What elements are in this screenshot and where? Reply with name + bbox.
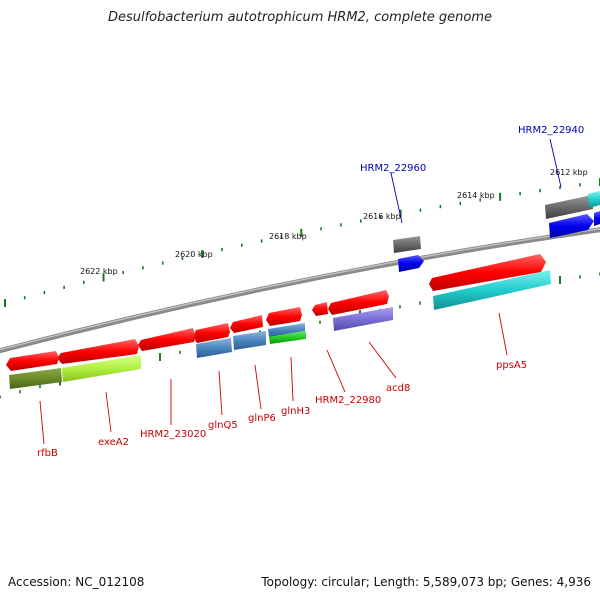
gene-HRM2_23020[interactable] <box>138 328 195 351</box>
leader-glnH3 <box>290 356 294 402</box>
leader-HRM2_22940 <box>549 138 562 188</box>
leader-acd8 <box>368 341 397 379</box>
kbp-label-2620: 2620 kbp <box>175 250 213 259</box>
gene-label-HRM2_22940[interactable]: HRM2_22940 <box>518 125 584 136</box>
genome-backbone <box>0 227 600 354</box>
topology-text: Topology: circular; Length: 5,589,073 bp… <box>261 575 591 589</box>
leader-glnP6 <box>254 364 262 410</box>
leader-HRM2_22980 <box>326 349 346 393</box>
gene-label-exeA2[interactable]: exeA2 <box>98 437 129 448</box>
accession-text: Accession: NC_012108 <box>8 575 145 589</box>
map-title: Desulfobacterium autotrophicum HRM2, com… <box>107 10 493 25</box>
gene-label-HRM2_22980[interactable]: HRM2_22980 <box>315 395 381 406</box>
gene-glnP6[interactable] <box>230 315 266 350</box>
gene-rfbB[interactable] <box>6 351 62 389</box>
gene-HRM2_22980[interactable] <box>312 302 328 316</box>
leader-glnQ5 <box>218 370 223 416</box>
leader-ppsA5 <box>498 312 508 356</box>
kbp-label-2612: 2612 kbp <box>550 168 588 177</box>
leader-exeA2 <box>105 391 112 433</box>
leader-HRM2_22960 <box>390 172 403 224</box>
gene-HRM2_22940[interactable] <box>545 191 600 238</box>
gene-exeA2[interactable] <box>57 339 141 382</box>
genome-backbone-highlight <box>0 228 600 351</box>
gene-acd8[interactable] <box>328 290 393 331</box>
gene-label-glnQ5[interactable]: glnQ5 <box>208 420 238 431</box>
kbp-label-2614: 2614 kbp <box>457 191 495 200</box>
gene-glnQ5[interactable] <box>193 323 232 358</box>
gene-label-HRM2_23020[interactable]: HRM2_23020 <box>140 429 206 440</box>
gene-glnH3[interactable] <box>266 307 306 344</box>
gene-label-HRM2_22960[interactable]: HRM2_22960 <box>360 163 426 174</box>
kbp-label-2618: 2618 kbp <box>269 232 307 241</box>
gene-HRM2_22960[interactable] <box>393 236 424 272</box>
gene-label-glnH3[interactable]: glnH3 <box>281 406 310 417</box>
gene-label-ppsA5[interactable]: ppsA5 <box>496 360 527 371</box>
gene-label-glnP6[interactable]: glnP6 <box>248 413 276 424</box>
kbp-label-2622: 2622 kbp <box>80 267 118 276</box>
gene-ppsA5[interactable] <box>429 254 551 310</box>
gene-label-rfbB[interactable]: rfbB <box>37 448 58 459</box>
gene-label-acd8[interactable]: acd8 <box>386 383 410 394</box>
kbp-label-2616: 2616 kbp <box>363 212 401 221</box>
leader-rfbB <box>39 400 45 445</box>
